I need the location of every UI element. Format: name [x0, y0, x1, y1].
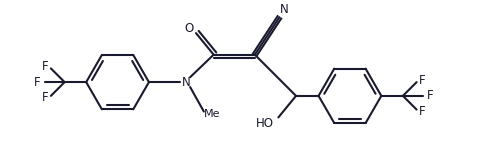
Text: F: F: [427, 89, 434, 102]
Text: N: N: [182, 76, 191, 89]
Text: F: F: [419, 74, 426, 87]
Text: F: F: [42, 91, 48, 104]
Text: F: F: [34, 76, 40, 89]
Text: F: F: [42, 60, 48, 73]
Text: Me: Me: [204, 108, 220, 119]
Text: N: N: [280, 3, 288, 16]
Text: HO: HO: [256, 117, 274, 130]
Text: F: F: [419, 105, 426, 118]
Text: O: O: [184, 22, 194, 35]
